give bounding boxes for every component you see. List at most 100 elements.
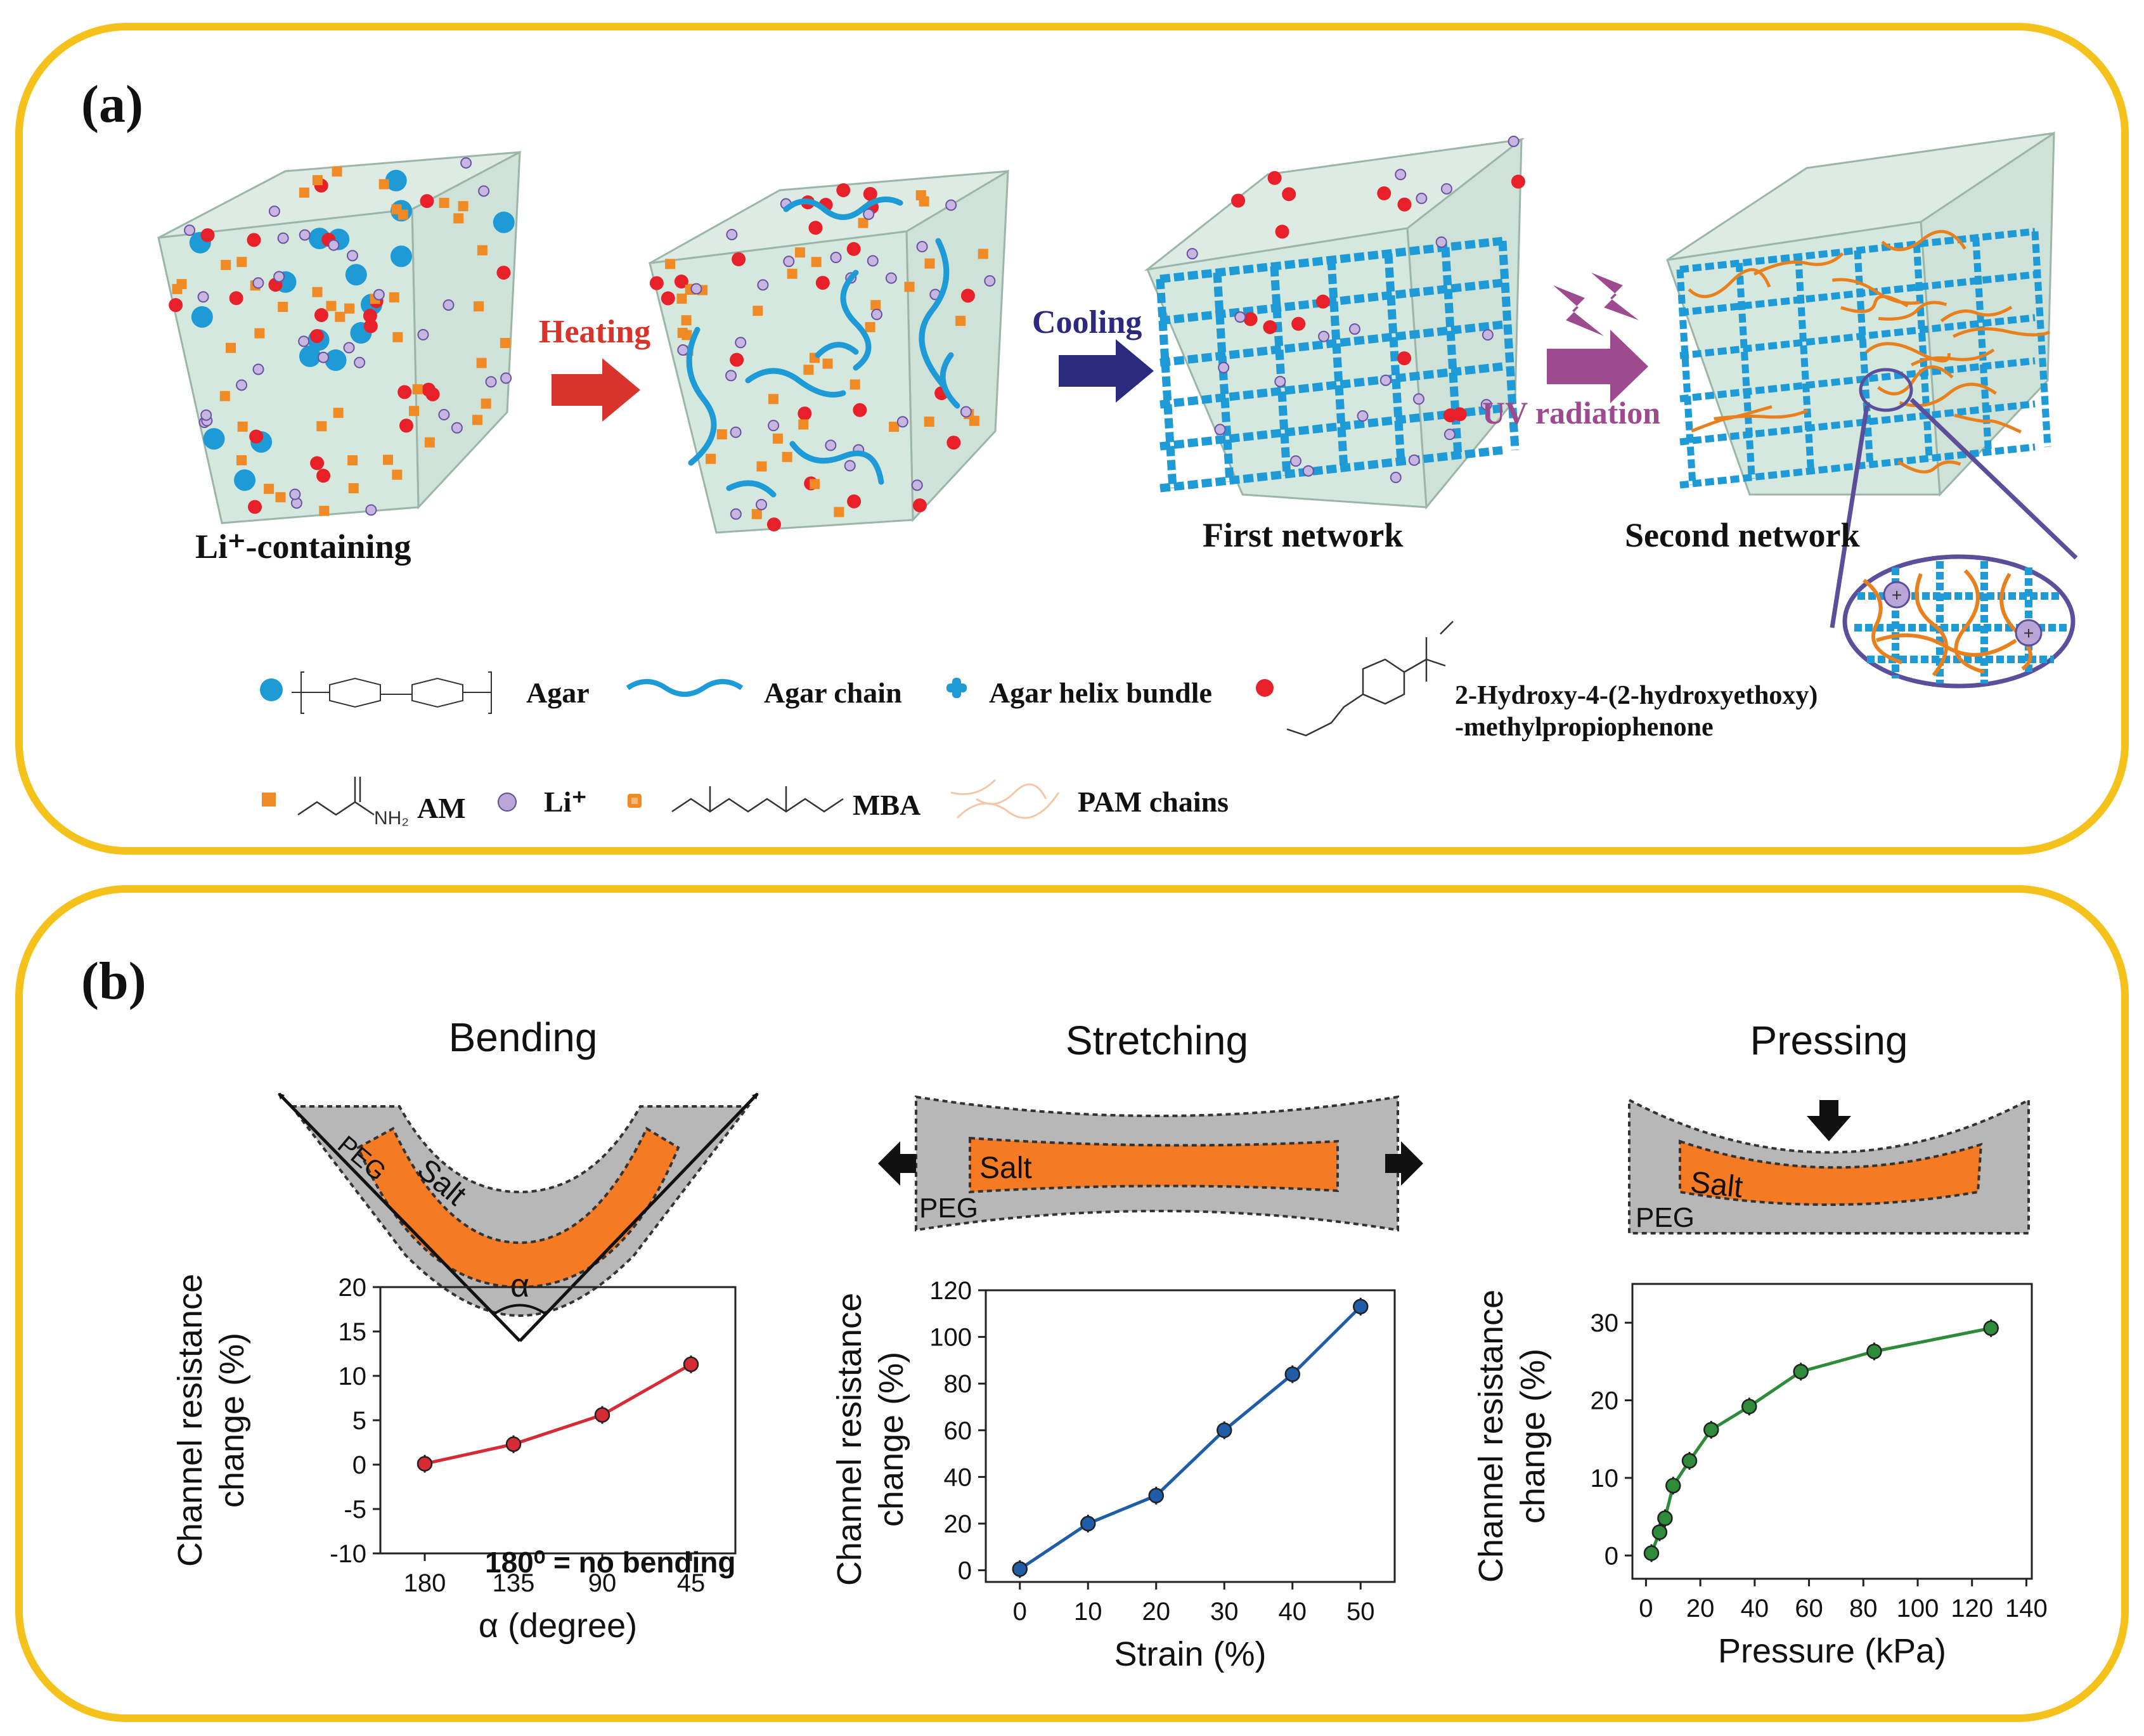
legend-li-label: Li⁺ bbox=[544, 786, 587, 818]
data-point bbox=[1665, 1477, 1681, 1494]
stretching-salt-label: Salt bbox=[979, 1151, 1032, 1185]
legend-mba-marker bbox=[628, 794, 642, 808]
am-structure-icon bbox=[297, 777, 375, 816]
legend-initiator-label-1: 2-Hydroxy-4-(2-hydroxyethoxy) bbox=[1455, 681, 1818, 710]
data-point bbox=[683, 1356, 699, 1373]
series-line bbox=[424, 1363, 692, 1466]
pressing-schematic: Pressing Salt PEG bbox=[1628, 1018, 2030, 1234]
x-tick-label: 0 bbox=[1639, 1595, 1653, 1623]
svg-text:+: + bbox=[1892, 585, 1902, 605]
stretching-title: Stretching bbox=[1066, 1018, 1248, 1063]
data-point bbox=[1643, 1545, 1660, 1561]
x-tick-label: 0 bbox=[1013, 1598, 1027, 1626]
data-point bbox=[1983, 1320, 1999, 1336]
pressing-title: Pressing bbox=[1750, 1018, 1908, 1063]
y-tick-label: 10 bbox=[1591, 1465, 1619, 1493]
x-tick-label: 20 bbox=[1686, 1595, 1715, 1623]
data-point bbox=[1080, 1515, 1096, 1532]
x-axis-label: Pressure (kPa) bbox=[1718, 1632, 1946, 1670]
legend-initiator-marker bbox=[1256, 679, 1274, 697]
y-tick-label: 0 bbox=[352, 1451, 366, 1479]
data-point bbox=[1703, 1422, 1719, 1438]
y-tick-label: 60 bbox=[944, 1417, 972, 1445]
stage-label-li-containing: Li⁺-containing bbox=[195, 528, 411, 566]
data-point bbox=[417, 1456, 433, 1472]
pressing-salt-label: Salt bbox=[1689, 1165, 1745, 1204]
x-tick-label: 80 bbox=[1849, 1595, 1878, 1623]
y-tick-label: 20 bbox=[1591, 1387, 1619, 1415]
data-point bbox=[1012, 1561, 1028, 1577]
plot-frame bbox=[985, 1289, 1396, 1583]
y-tick-label: 100 bbox=[929, 1324, 972, 1352]
plot-frame bbox=[1631, 1283, 2033, 1580]
x-tick-label: 60 bbox=[1795, 1595, 1823, 1623]
y-tick-label: -10 bbox=[330, 1540, 366, 1568]
cube-li-containing bbox=[157, 150, 521, 524]
y-tick-label: 80 bbox=[944, 1370, 972, 1398]
data-point bbox=[1793, 1364, 1809, 1380]
cooling-label: Cooling bbox=[1032, 304, 1142, 340]
legend-agar-marker bbox=[260, 678, 283, 701]
legend-helix-bundle-label: Agar helix bundle bbox=[989, 677, 1212, 709]
legend-initiator-label-2: -methylpropiophenone bbox=[1455, 713, 1714, 742]
cooling-arrow: Cooling bbox=[1032, 304, 1154, 403]
bending-title: Bending bbox=[449, 1014, 598, 1060]
y-tick-label: 0 bbox=[1605, 1542, 1618, 1570]
panel-a-label: (a) bbox=[81, 75, 143, 134]
x-tick-label: 90 bbox=[588, 1569, 617, 1597]
chart-stretching: 0 20 40 60 80 100 120 0 10 20 30 40 50 Strain (%) Chan… bbox=[830, 1277, 1396, 1673]
x-tick-label: 140 bbox=[2005, 1595, 2048, 1623]
stage-label-first-network: First network bbox=[1203, 516, 1403, 554]
y-tick-label: 120 bbox=[929, 1277, 972, 1305]
uv-arrow: UV radiation bbox=[1482, 273, 1660, 431]
bending-angle-label: α bbox=[510, 1267, 529, 1304]
x-tick-label: 10 bbox=[1074, 1598, 1102, 1626]
legend-agar-label: Agar bbox=[526, 677, 590, 709]
cube-second-network bbox=[1665, 131, 2055, 497]
x-tick-label: 30 bbox=[1210, 1598, 1239, 1626]
agar-structure-icon bbox=[292, 671, 492, 714]
x-tick-label: 40 bbox=[1741, 1595, 1769, 1623]
y-tick-label: 40 bbox=[944, 1463, 972, 1491]
heating-arrow: Heating bbox=[539, 314, 650, 422]
initiator-structure-icon bbox=[1286, 621, 1454, 737]
bending-annotation: 180⁰ = no bending bbox=[485, 1546, 735, 1579]
data-point bbox=[1651, 1524, 1668, 1540]
data-point bbox=[505, 1436, 522, 1453]
y-tick-label: -5 bbox=[344, 1496, 366, 1524]
series-line bbox=[1019, 1305, 1362, 1571]
uv-label: UV radiation bbox=[1482, 395, 1660, 431]
y-axis-label: Channel resistance change (%) bbox=[1472, 1290, 1552, 1583]
data-point bbox=[1217, 1422, 1232, 1439]
data-point bbox=[1353, 1299, 1369, 1315]
y-tick-label: 10 bbox=[339, 1363, 367, 1390]
mba-structure-icon bbox=[671, 786, 844, 813]
data-point bbox=[1866, 1344, 1882, 1359]
panel-b-frame bbox=[15, 885, 2129, 1722]
data-point bbox=[1741, 1399, 1757, 1415]
legend-nh2-label: NH₂ bbox=[374, 808, 409, 829]
x-tick-label: 20 bbox=[1142, 1598, 1171, 1626]
y-tick-label: 0 bbox=[958, 1557, 972, 1585]
data-point bbox=[1284, 1366, 1300, 1382]
x-axis-label: Strain (%) bbox=[1114, 1635, 1266, 1673]
y-tick-label: 15 bbox=[339, 1318, 367, 1346]
y-tick-label: 30 bbox=[1591, 1309, 1619, 1337]
chart-pressing: 0 10 20 30 0 20 40 60 80 100 120 140 Pressure (kPa) C… bbox=[1472, 1283, 2048, 1670]
legend-pam-label: PAM chains bbox=[1078, 786, 1229, 818]
legend-pam-marker bbox=[950, 779, 1060, 819]
svg-text:+: + bbox=[2024, 623, 2034, 643]
cube-heated bbox=[649, 169, 1009, 534]
legend: Agar Agar chain Agar helix bundle 2-Hydr… bbox=[260, 621, 1818, 829]
legend-mba-label: MBA bbox=[853, 789, 920, 821]
x-tick-label: 180 bbox=[404, 1569, 446, 1597]
x-tick-label: 120 bbox=[1951, 1595, 1993, 1623]
legend-am-marker bbox=[262, 793, 276, 806]
legend-am-label: AM bbox=[417, 792, 466, 824]
legend-helix-bundle-marker bbox=[946, 678, 967, 698]
pressing-peg-label: PEG bbox=[1636, 1202, 1695, 1233]
panel-a-frame bbox=[15, 23, 2129, 855]
data-point bbox=[594, 1407, 610, 1423]
legend-agar-chain-marker bbox=[626, 679, 744, 697]
